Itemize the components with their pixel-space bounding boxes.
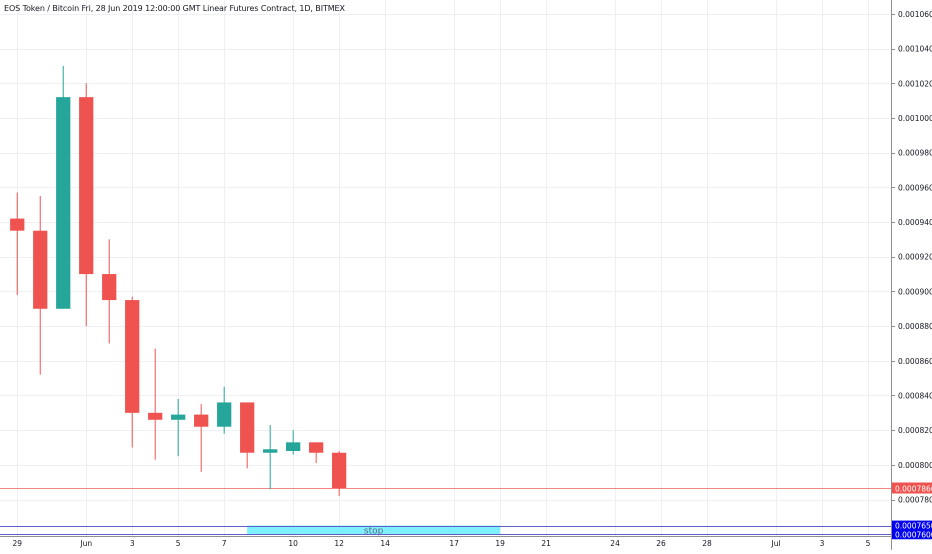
y-tick-label: 0.0010600 (898, 10, 932, 19)
time-axis (0, 536, 891, 550)
x-tick-label: 14 (380, 539, 390, 548)
candle-body (286, 442, 301, 452)
level-label: 0.0007600 (895, 530, 932, 539)
x-tick-label: 29 (12, 539, 22, 548)
x-tick-label: 19 (495, 539, 505, 548)
x-tick-label: Jun (79, 539, 92, 548)
candle-body (56, 97, 71, 309)
x-tick-label: 17 (449, 539, 459, 548)
level-label: 0.0007650 (895, 522, 932, 531)
stop-zone-label: stop (364, 526, 384, 536)
x-tick-label: 12 (334, 539, 344, 548)
last-price-tag (892, 482, 932, 494)
candle-body (332, 452, 347, 489)
candle-body (240, 402, 255, 453)
x-tick-label: 3 (130, 539, 135, 548)
candle-body (263, 449, 278, 453)
x-tick-label: 28 (702, 539, 712, 548)
x-tick-label: 24 (610, 539, 620, 548)
x-tick-label: 21 (541, 539, 551, 548)
candle-body (148, 412, 163, 420)
candle-body (102, 274, 117, 301)
last-price-label: 0.0007866 (895, 485, 932, 494)
candle-body (171, 414, 186, 420)
level-tag (892, 520, 932, 531)
price-axis (891, 0, 932, 550)
candle-body (125, 300, 140, 413)
chart-title: EOS Token / Bitcoin Fri, 28 Jun 2019 12:… (4, 4, 345, 13)
candle-body (33, 230, 48, 309)
x-tick-label: 7 (222, 539, 227, 548)
x-tick-label: 5 (866, 539, 871, 548)
candle-body (79, 97, 94, 275)
candle-body (10, 218, 25, 231)
x-tick-label: Jul (771, 539, 781, 548)
x-tick-label: 3 (820, 539, 825, 548)
stop-zone-box (247, 525, 501, 535)
level-tag (892, 529, 932, 540)
candle-body (309, 442, 324, 453)
x-tick-label: 10 (288, 539, 298, 548)
candle-body (194, 414, 209, 427)
candle-body (217, 402, 232, 427)
x-tick-label: 5 (176, 539, 181, 548)
x-tick-label: 26 (656, 539, 666, 548)
